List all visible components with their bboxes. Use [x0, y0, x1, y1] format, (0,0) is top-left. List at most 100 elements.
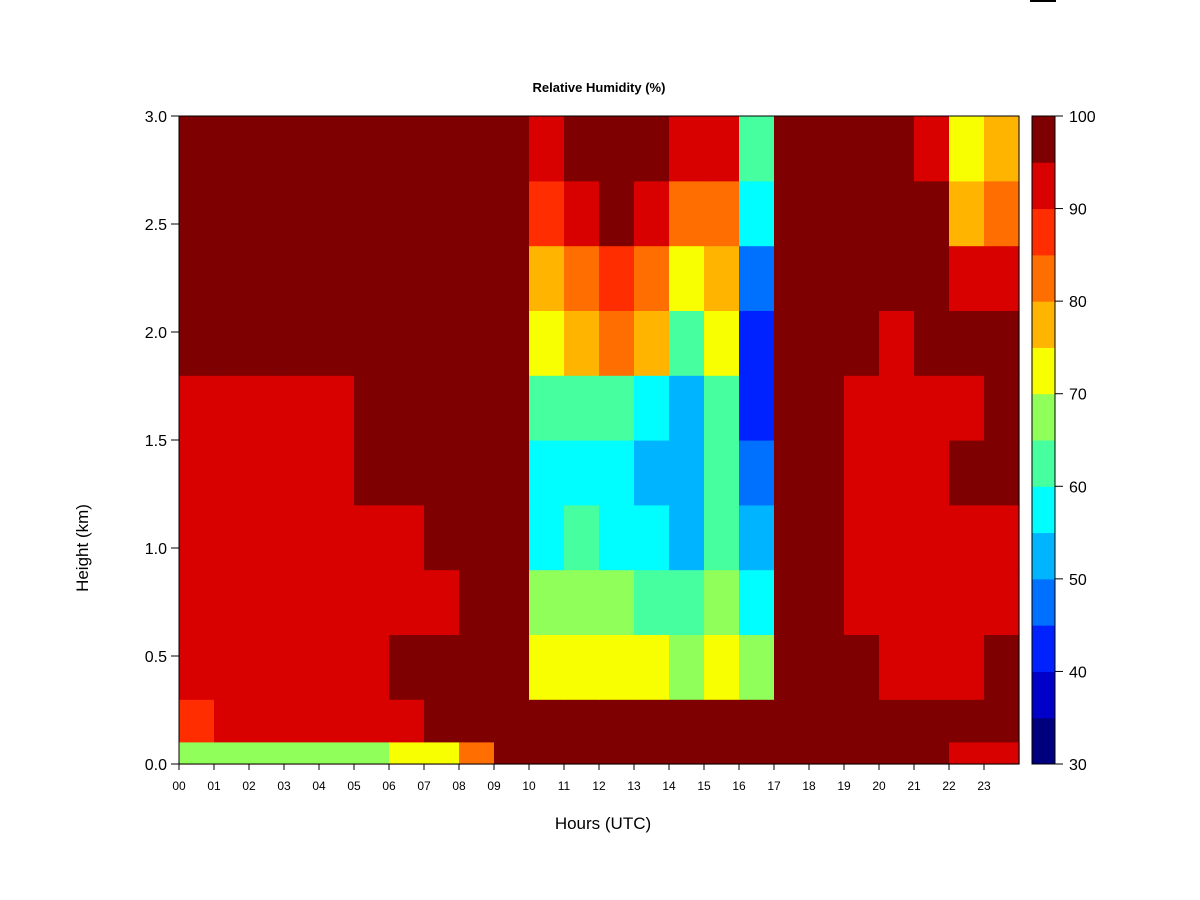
heat-cell [354, 440, 390, 506]
heat-cell [739, 310, 775, 376]
heat-cell [599, 504, 635, 571]
corner-mark [1030, 0, 1056, 2]
heat-cell [879, 180, 915, 247]
x-tick-label: 10 [522, 779, 536, 793]
surface-cell [389, 742, 425, 764]
heat-cell [494, 569, 530, 635]
surface-cell [249, 742, 285, 764]
heat-cell [984, 116, 1020, 182]
y-tick-label: 2.5 [145, 217, 167, 234]
heat-cell [459, 116, 495, 182]
heat-cell [844, 569, 880, 635]
heat-cell [319, 310, 355, 376]
heat-cell [494, 375, 530, 441]
colorbar-swatch [1032, 578, 1055, 626]
surface-cell [319, 742, 355, 764]
heat-cell [914, 440, 950, 506]
heat-cell [914, 634, 950, 700]
heat-cell [389, 116, 425, 182]
heat-cell [214, 245, 250, 311]
colorbar-tick-label: 70 [1069, 387, 1087, 404]
colorbar-tick-label: 80 [1069, 294, 1087, 311]
heat-cell [179, 245, 215, 311]
surface-cell [529, 742, 565, 764]
heat-cell [844, 116, 880, 182]
colorbar-tick-label: 50 [1069, 572, 1087, 589]
colorbar-swatch [1032, 162, 1055, 210]
heat-cell [564, 634, 600, 700]
heat-cell [459, 310, 495, 376]
heat-cell [949, 504, 985, 571]
heat-cell [284, 116, 320, 182]
heat-cell [739, 504, 775, 571]
heat-cell [704, 116, 740, 182]
heat-cell [984, 180, 1020, 247]
heat-cell [214, 116, 250, 182]
colorbar-swatch [1032, 671, 1055, 719]
heat-cell [179, 634, 215, 700]
heat-cell [949, 440, 985, 506]
colorbar-swatch [1032, 532, 1055, 580]
heat-cell [984, 569, 1020, 635]
heat-cell [599, 116, 635, 182]
heat-cell [564, 245, 600, 311]
heat-cell [599, 569, 635, 635]
colorbar-tick-label: 100 [1069, 109, 1096, 126]
heat-cell [529, 116, 565, 182]
heat-cell [704, 180, 740, 247]
colorbar-tick-label: 30 [1069, 757, 1087, 774]
heat-cell [739, 116, 775, 182]
heat-cell [669, 310, 705, 376]
heat-cell [529, 245, 565, 311]
heat-cell [354, 310, 390, 376]
heat-cell [494, 180, 530, 247]
x-tick-label: 11 [558, 779, 571, 793]
colorbar-tick-label: 90 [1069, 202, 1087, 219]
heat-cell [669, 569, 705, 635]
heat-cell [564, 375, 600, 441]
colorbar-swatch [1032, 116, 1055, 163]
heat-cell [599, 634, 635, 700]
heat-cell [914, 245, 950, 311]
heat-cell [809, 375, 845, 441]
heat-cell [774, 180, 810, 247]
heat-cell [739, 634, 775, 700]
heat-cell [634, 634, 670, 700]
heat-cell [284, 245, 320, 311]
heat-cell [739, 569, 775, 635]
heat-cell [949, 180, 985, 247]
heat-cell [529, 569, 565, 635]
surface-cell [774, 742, 810, 764]
x-tick-label: 20 [872, 779, 886, 793]
x-tick-label: 04 [312, 779, 326, 793]
heat-cell [459, 375, 495, 441]
surface-cell [704, 742, 740, 764]
heat-cell [669, 116, 705, 182]
heat-cell [459, 634, 495, 700]
heat-cell [984, 440, 1020, 506]
x-tick-label: 21 [907, 779, 921, 793]
heat-cell [879, 634, 915, 700]
heat-cell [214, 310, 250, 376]
heat-cell [389, 245, 425, 311]
colorbar-swatch [1032, 625, 1055, 672]
x-tick-label: 14 [662, 779, 676, 793]
x-tick-label: 17 [767, 779, 781, 793]
y-tick-label: 3.0 [145, 109, 167, 126]
heat-cell [249, 504, 285, 571]
surface-cell [844, 742, 880, 764]
heat-cell [949, 634, 985, 700]
x-tick-label: 06 [382, 779, 396, 793]
y-tick-label: 1.5 [145, 433, 167, 450]
heat-cell [669, 440, 705, 506]
heat-cell [914, 504, 950, 571]
heat-cell [354, 569, 390, 635]
heat-cell [354, 504, 390, 571]
heat-cell [389, 180, 425, 247]
heat-cell [599, 440, 635, 506]
colorbar-swatch [1032, 717, 1055, 765]
heat-cell [984, 245, 1020, 311]
heat-cell [564, 180, 600, 247]
heat-cell [424, 245, 460, 311]
